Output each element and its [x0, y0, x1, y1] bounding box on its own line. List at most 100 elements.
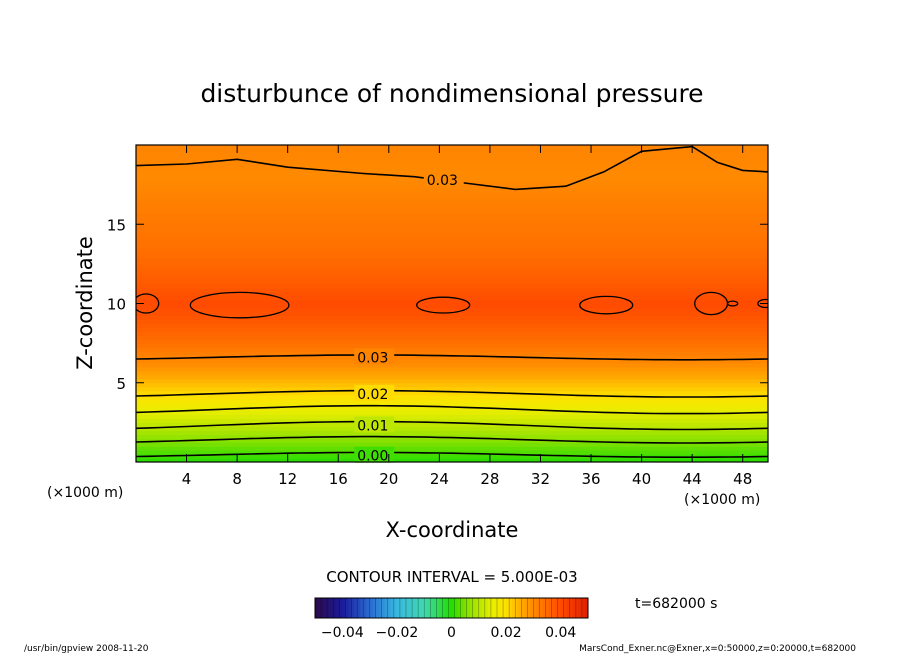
contour-band	[136, 438, 768, 443]
contour-band	[136, 220, 768, 225]
contour-cell	[726, 300, 739, 307]
contour-label-bg	[354, 416, 395, 433]
contour-band	[136, 358, 768, 364]
contour-band	[136, 164, 768, 170]
colorbar-cell	[457, 598, 461, 618]
x-tick-label: 48	[733, 470, 752, 488]
colorbar-cell	[509, 598, 513, 618]
colorbar-cell	[463, 598, 468, 618]
contour-band	[136, 244, 768, 249]
y-axis-label: Z-coordinate	[73, 236, 97, 370]
colorbar-cell	[460, 598, 465, 618]
colorbar-cell	[436, 598, 440, 618]
contour-band	[136, 446, 768, 451]
colorbar-cell	[560, 598, 565, 618]
colorbar-cell	[524, 598, 528, 618]
x-unit-right: (×1000 m)	[684, 492, 760, 508]
contour-band	[136, 232, 768, 237]
colorbar-cell	[357, 598, 361, 618]
filled-contour-bands	[136, 145, 768, 462]
contour-band	[136, 240, 768, 245]
contour-band	[136, 414, 768, 420]
contour-band	[136, 188, 768, 194]
colorbar-cell	[521, 598, 525, 618]
contour-band	[136, 390, 768, 396]
contour-label-bg	[354, 446, 395, 463]
contour-band	[136, 279, 768, 285]
contour-band	[136, 259, 768, 265]
colorbar-cell	[424, 598, 428, 618]
contour-band	[136, 228, 768, 233]
x-tick-label: 28	[480, 470, 499, 488]
contour-band	[136, 343, 768, 348]
contour-label-bg	[354, 384, 395, 401]
colorbar-cell	[354, 598, 358, 618]
colorbar-cell	[360, 598, 364, 618]
colorbar-cell	[412, 598, 416, 618]
contour-band	[136, 370, 768, 376]
colorbar-cell	[415, 598, 419, 618]
colorbar-cell	[569, 598, 574, 618]
contour-band	[136, 406, 768, 412]
y-axis-ticks: 5 10 15	[107, 216, 768, 393]
contour-band	[136, 442, 768, 447]
contour-band	[136, 255, 768, 261]
contour-lines	[136, 145, 768, 458]
colorbar-cell	[548, 598, 552, 618]
contour-interval-text: CONTOUR INTERVAL = 5.000E-03	[326, 568, 577, 586]
x-tick-label: 16	[329, 470, 348, 488]
contour-band	[136, 394, 768, 400]
contour-band	[136, 208, 768, 213]
colorbar-cell	[466, 598, 471, 618]
colorbar-cell	[315, 598, 319, 618]
contour-band	[136, 374, 768, 380]
colorbar-cell	[506, 598, 510, 618]
colorbar-tick-label: −0.02	[375, 625, 418, 641]
colorbar-frame	[314, 597, 589, 619]
contour-band	[136, 160, 768, 166]
contour-band	[136, 410, 768, 416]
contour-band	[136, 299, 768, 305]
contour-band	[136, 458, 768, 462]
contour-line	[136, 404, 768, 415]
x-tick-label: 40	[632, 470, 651, 488]
x-tick-label: 12	[278, 470, 297, 488]
contour-band	[136, 307, 768, 313]
contour-band	[136, 287, 768, 293]
colorbar-cell	[448, 598, 452, 618]
colorbar-cell	[333, 598, 337, 618]
contour-band	[136, 418, 768, 423]
colorbar-cell	[393, 598, 398, 618]
colorbar-cell	[324, 598, 328, 618]
y-tick-label: 10	[107, 296, 126, 314]
contour-band	[136, 311, 768, 316]
colorbar-cell	[503, 598, 507, 618]
contour-band	[136, 319, 768, 324]
contour-band	[136, 434, 768, 439]
contour-band	[136, 204, 768, 209]
colorbar-cell	[536, 598, 540, 618]
contour-band	[136, 339, 768, 344]
colorbar-cell	[351, 598, 355, 618]
contour-band	[136, 224, 768, 229]
colorbar-cell	[542, 598, 546, 618]
contour-band	[136, 378, 768, 384]
contour-band	[136, 148, 768, 154]
contour-label: 0.00	[357, 449, 388, 465]
contour-band	[136, 275, 768, 281]
colorbar-cell	[330, 598, 334, 618]
contour-cell	[416, 296, 471, 314]
colorbar-cell	[327, 598, 331, 618]
contour-band	[136, 291, 768, 297]
contour-band	[136, 382, 768, 388]
x-tick-label: 8	[232, 470, 242, 488]
contour-band	[136, 327, 768, 332]
colorbar-cell	[402, 598, 407, 618]
contour-band	[136, 271, 768, 277]
colorbar-cell	[512, 598, 516, 618]
colorbar-cell	[318, 598, 322, 618]
contour-band	[136, 347, 768, 352]
colorbar-cell	[399, 598, 404, 618]
x-tick-label: 4	[182, 470, 192, 488]
